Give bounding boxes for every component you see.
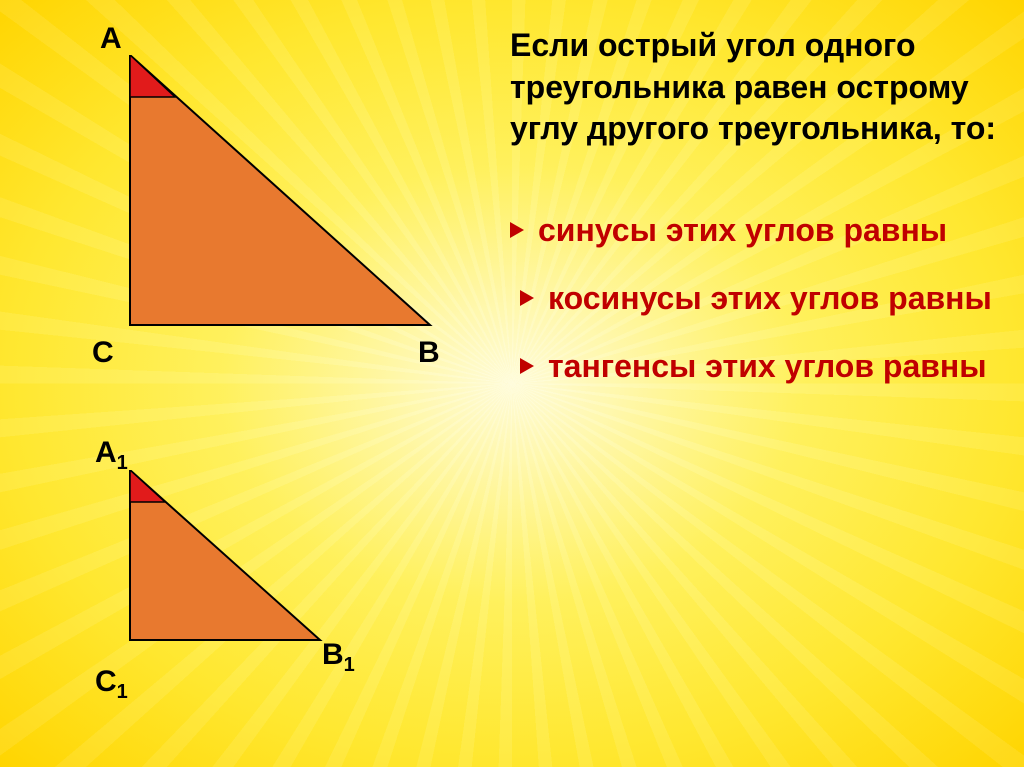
triangle-large-body [130, 55, 430, 325]
triangle-large [110, 55, 440, 340]
label-C: С [92, 336, 114, 370]
text-area: Если острый угол одного треугольника рав… [510, 25, 1010, 414]
bullet-sines: синусы этих углов равны [510, 210, 1010, 250]
label-A1: А1 [95, 436, 128, 475]
bullet-tangents: тангенсы этих углов равны [520, 346, 1010, 386]
label-B: В [418, 336, 440, 370]
triangle-small [115, 470, 325, 650]
triangle-small-angle-marker [130, 470, 165, 502]
label-C1: С1 [95, 665, 128, 704]
label-A: А [100, 22, 122, 56]
diagram-area: А В С А1 В1 С1 [0, 0, 500, 767]
label-B1: В1 [322, 638, 355, 677]
triangle-large-angle-marker [130, 55, 175, 97]
bullet-cosines: косинусы этих углов равны [520, 278, 1010, 318]
heading-text: Если острый угол одного треугольника рав… [510, 25, 1010, 150]
